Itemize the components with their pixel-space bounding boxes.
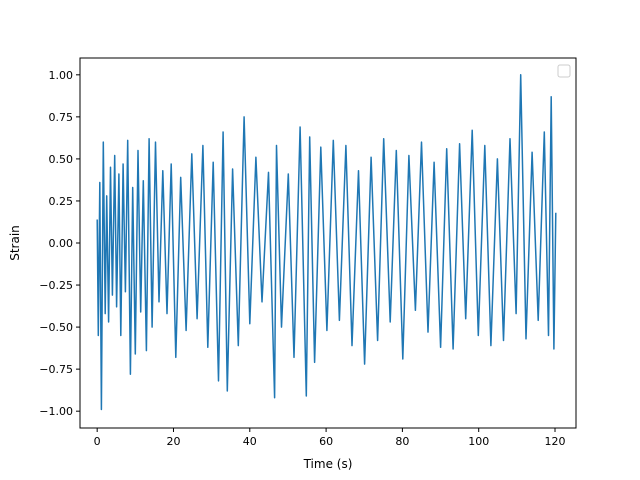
y-tick-label: −1.00 [39, 405, 73, 418]
x-tick-label: 80 [395, 435, 409, 448]
y-tick-label: 0.00 [49, 237, 74, 250]
x-tick-label: 120 [545, 435, 566, 448]
legend-box [557, 64, 571, 78]
x-tick-label: 60 [319, 435, 333, 448]
x-axis-ticks: 0 20 40 60 80 100 120 [94, 428, 566, 448]
x-axis-label: Time (s) [303, 457, 353, 471]
y-tick-label: −0.75 [39, 363, 73, 376]
strain-series-line [96, 74, 557, 411]
y-tick-label: 0.25 [49, 195, 74, 208]
y-axis-label: Strain [8, 225, 22, 261]
series-layer [96, 74, 557, 411]
y-tick-label: 0.50 [49, 153, 74, 166]
x-tick-label: 0 [94, 435, 101, 448]
y-axis-ticks: −1.00 −0.75 −0.50 −0.25 0.00 0.25 0.50 0.75 1.00 [39, 69, 80, 418]
x-tick-label: 40 [243, 435, 257, 448]
x-tick-label: 100 [468, 435, 489, 448]
y-tick-label: −0.50 [39, 321, 73, 334]
x-tick-label: 20 [166, 435, 180, 448]
y-tick-label: −0.25 [39, 279, 73, 292]
y-tick-label: 0.75 [49, 111, 74, 124]
y-tick-label: 1.00 [49, 69, 74, 82]
